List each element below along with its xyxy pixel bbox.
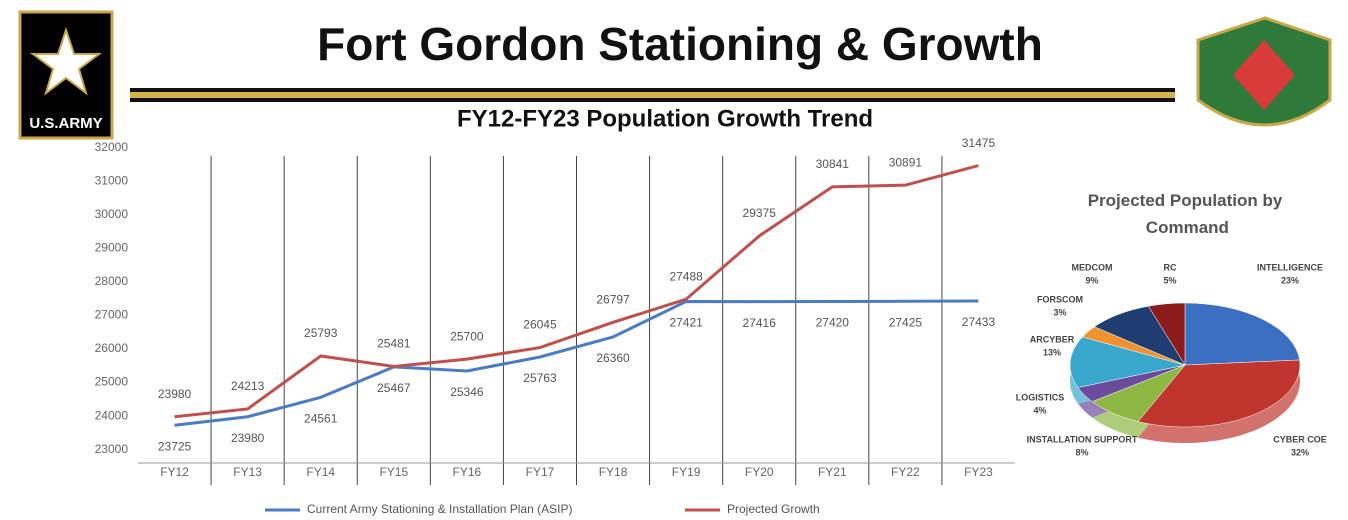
slide-title: Fort Gordon Stationing & Growth: [317, 18, 1043, 70]
slice-label: MEDCOM: [1072, 262, 1113, 272]
slice-label: INTELLIGENCE: [1257, 262, 1323, 272]
data-label: 25700: [450, 329, 484, 343]
slice-value-label: 3%: [1053, 307, 1066, 317]
data-label: 23980: [231, 431, 265, 445]
slice-value-label: 9%: [1085, 275, 1098, 285]
x-tick-label: FY14: [306, 465, 335, 479]
y-tick-label: 23000: [95, 442, 129, 456]
logo-star: [30, 26, 102, 96]
data-label: 25481: [377, 337, 411, 351]
x-tick-label: FY18: [599, 465, 628, 479]
data-label: 27433: [962, 315, 996, 329]
x-tick-label: FY16: [453, 465, 482, 479]
slice-value-label: 32%: [1291, 447, 1309, 457]
army-logo: U.S.ARMY: [18, 10, 114, 140]
emblem-center: [1233, 40, 1295, 110]
data-label: 27488: [669, 269, 703, 283]
x-tick-label: FY21: [818, 465, 847, 479]
series-line: [174, 299, 979, 427]
x-tick-label: FY20: [745, 465, 774, 479]
x-tick-label: FY12: [160, 465, 189, 479]
data-label: 27420: [816, 316, 850, 330]
slice-label: FORSCOM: [1037, 294, 1083, 304]
slice-label: RC: [1164, 262, 1177, 272]
slice: [1069, 336, 1186, 388]
pie-title-line: Projected Population by: [1088, 191, 1283, 210]
logo-text: U.S.ARMY: [29, 115, 102, 132]
line-chart-title: FY12-FY23 Population Growth Trend: [457, 105, 873, 132]
y-tick-label: 27000: [95, 308, 129, 322]
y-tick-label: 25000: [95, 375, 129, 389]
data-label: 30891: [889, 155, 923, 169]
y-tick-label: 31000: [95, 174, 129, 188]
data-label: 25467: [377, 381, 411, 395]
slice-label: CYBER COE: [1273, 434, 1327, 444]
data-label: 25793: [304, 326, 338, 340]
slice-label: ARCYBER: [1030, 334, 1075, 344]
title-bar-gold: [130, 92, 1175, 98]
x-tick-label: FY23: [964, 465, 993, 479]
slice-value-label: 5%: [1163, 275, 1176, 285]
x-tick-label: FY17: [526, 465, 555, 479]
x-tick-label: FY13: [233, 465, 262, 479]
data-label: 23725: [158, 439, 192, 453]
unit-emblem: [1196, 16, 1332, 127]
slice-value-label: 8%: [1075, 447, 1088, 457]
pie-title: Projected Population by Command: [1088, 191, 1283, 237]
y-tick-label: 30000: [95, 207, 129, 221]
slice: [1137, 359, 1301, 428]
data-label: 30841: [816, 157, 850, 171]
data-label: 24561: [304, 411, 338, 425]
y-tick-label: 28000: [95, 274, 129, 288]
x-tick-label: FY22: [891, 465, 920, 479]
y-tick-label: 26000: [95, 341, 129, 355]
slice-value-label: 23%: [1281, 275, 1299, 285]
data-label: 23980: [158, 387, 192, 401]
data-label: 25763: [523, 371, 557, 385]
legend-label: Current Army Stationing & Installation P…: [307, 502, 572, 516]
data-label: 26360: [596, 351, 630, 365]
data-label: 27416: [743, 316, 777, 330]
slice: [1184, 302, 1300, 366]
y-tick-label: 29000: [95, 241, 129, 255]
data-label: 31475: [962, 136, 996, 150]
x-tick-label: FY15: [379, 465, 408, 479]
slice: [1147, 302, 1186, 366]
slice-value-label: 4%: [1033, 405, 1046, 415]
data-label: 26045: [523, 318, 557, 332]
x-tick-label: FY19: [672, 465, 701, 479]
series-line: [174, 164, 979, 419]
legend-label: Projected Growth: [727, 502, 820, 516]
y-tick-label: 24000: [95, 408, 129, 422]
data-label: 27425: [889, 315, 923, 329]
y-tick-label: 32000: [95, 140, 129, 154]
pie-title-line: Command: [1141, 218, 1229, 237]
data-label: 24213: [231, 379, 265, 393]
data-label: 29375: [743, 206, 777, 220]
data-label: 27421: [669, 316, 703, 330]
slice-label: LOGISTICS: [1016, 392, 1065, 402]
data-label: 26797: [596, 293, 630, 307]
slice-value-label: 13%: [1043, 347, 1061, 357]
slice-label: INSTALLATION SUPPORT: [1027, 434, 1138, 444]
data-label: 25346: [450, 385, 484, 399]
